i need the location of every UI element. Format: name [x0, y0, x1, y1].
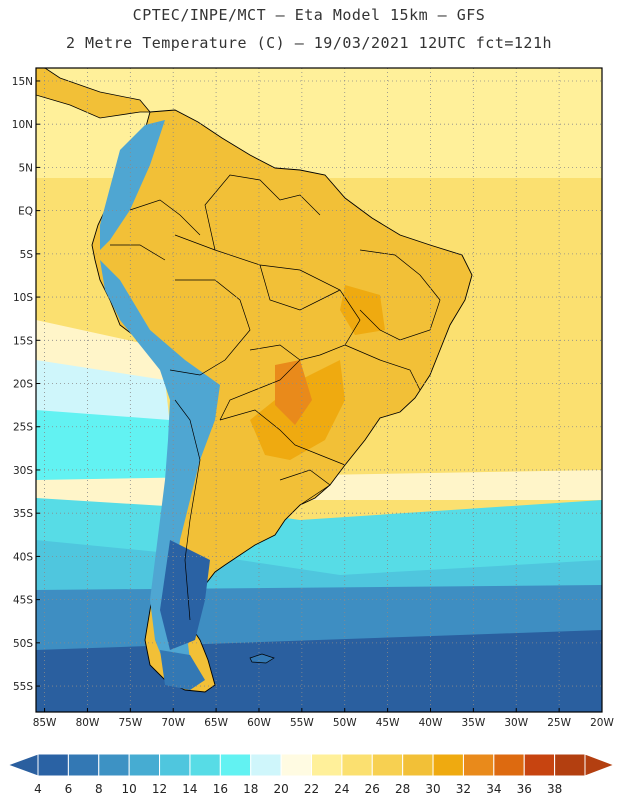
border-brazil-states-se — [344, 344, 421, 391]
border-uruguay — [279, 469, 331, 506]
colorbar-label: 34 — [486, 782, 501, 796]
lat-tick-label: 5N — [18, 162, 33, 174]
colorbar-label: 30 — [425, 782, 440, 796]
map-title-line2: 2 Metre Temperature (C) – 19/03/2021 12U… — [65, 34, 553, 52]
colorbar-label: 8 — [95, 782, 103, 796]
colorbar-label: 16 — [213, 782, 228, 796]
colorbar-swatch — [37, 753, 69, 777]
lat-tick-label: 5S — [20, 249, 34, 261]
colorbar-label: 32 — [456, 782, 471, 796]
lat-tick-label: 20S — [13, 379, 33, 391]
lon-tick-label: 45W — [376, 717, 400, 729]
lon-tick-label: 85W — [33, 717, 57, 729]
colorbar-swatch — [250, 753, 282, 777]
lon-tick-label: 35W — [461, 717, 485, 729]
lon-tick-label: 60W — [247, 717, 271, 729]
colorbar-swatch — [219, 753, 252, 777]
lat-tick-label: 30S — [13, 465, 33, 477]
colorbar-label: 36 — [517, 782, 532, 796]
colorbar-left-arrow — [6, 753, 39, 777]
colorbar-label: 12 — [152, 782, 167, 796]
colorbar-swatch — [128, 753, 161, 777]
colorbar-swatch — [280, 753, 313, 777]
lon-tick-label: 40W — [419, 717, 443, 729]
lon-tick-label: 65W — [204, 717, 228, 729]
colorbar-swatch — [341, 753, 373, 777]
lon-tick-label: 50W — [333, 717, 357, 729]
lon-tick-label: 80W — [76, 717, 100, 729]
colorbar-swatch — [189, 753, 221, 777]
border-peru-bolivia — [169, 279, 251, 376]
country-borders — [110, 174, 441, 621]
colorbar-swatch — [462, 753, 495, 777]
colorbar-label: 38 — [547, 782, 562, 796]
colorbar-swatch — [493, 753, 525, 777]
lat-tick-label: 15S — [13, 335, 33, 347]
border-brazil-states-mt — [249, 344, 301, 361]
colorbar-label: 28 — [395, 782, 410, 796]
border-brazil-states-central — [259, 264, 341, 311]
colorbar-label: 6 — [65, 782, 73, 796]
lon-tick-label: 70W — [161, 717, 185, 729]
pacific-cyan-band — [36, 410, 170, 500]
falkland-islands — [249, 653, 275, 664]
colorbar-label: 10 — [122, 782, 137, 796]
colorbar-label: 18 — [243, 782, 258, 796]
border-chile-argentina — [174, 399, 201, 621]
longitude-labels: 85W 80W 75W 70W 65W 60W 55W 50W 45W 40W 35W 30W 25W 2… — [33, 708, 614, 729]
colorbar-swatch — [554, 753, 586, 777]
andes-north-cold — [100, 120, 165, 250]
hot-core-central-brazil — [340, 285, 385, 335]
central-america-land — [36, 68, 151, 119]
tierra-del-fuego — [160, 650, 205, 690]
colorbar-swatch — [67, 753, 100, 777]
border-ecuador-peru — [110, 244, 166, 261]
colorbar-label: 22 — [304, 782, 319, 796]
lat-tick-label: 40S — [13, 551, 33, 563]
lat-tick-label: 10N — [12, 119, 33, 131]
border-brazil-states-ne — [359, 249, 441, 341]
temperature-field — [36, 68, 602, 712]
border-paraguay-argentina — [219, 409, 346, 466]
colorbar-swatch — [371, 753, 404, 777]
map-title-line1: CPTEC/INPE/MCT – Eta Model 15km – GFS — [132, 6, 486, 24]
latitude-labels: 15N 10N 5N EQ 5S 10S 15S 20S 25S 30S 35S 40S 45S 50S 5… — [12, 76, 40, 693]
patagonia-cold-zone — [160, 540, 210, 650]
colorbar-swatch — [523, 753, 556, 777]
andes-south-cold — [100, 260, 220, 665]
colorbar: 4 6 8 10 12 14 16 18 20 22 24 26 28 30 32 34 36 38 — [6, 753, 616, 796]
lon-tick-label: 55W — [290, 717, 314, 729]
lat-tick-label: 25S — [13, 422, 33, 434]
colorbar-label: 20 — [273, 782, 288, 796]
lat-tick-label: 55S — [13, 681, 33, 693]
lon-tick-label: 20W — [590, 717, 614, 729]
colorbar-label: 14 — [182, 782, 197, 796]
colorbar-swatch — [432, 753, 464, 777]
colorbar-label: 26 — [365, 782, 380, 796]
border-bolivia-south — [219, 359, 301, 421]
lon-tick-label: 30W — [504, 717, 528, 729]
colorbar-label: 24 — [334, 782, 349, 796]
border-colombia-peru — [129, 199, 201, 236]
lon-tick-label: 75W — [118, 717, 142, 729]
colorbar-swatch — [159, 753, 191, 777]
lat-tick-label: 50S — [13, 638, 33, 650]
lat-tick-label: 35S — [13, 508, 33, 520]
colorbar-swatch — [402, 753, 434, 777]
lon-tick-label: 25W — [547, 717, 571, 729]
pacific-mild-band — [36, 320, 170, 380]
colorbar-label: 4 — [34, 782, 42, 796]
colorbar-right-arrow — [584, 753, 616, 777]
lat-tick-label: 15N — [12, 76, 33, 88]
map-figure: 15N 10N 5N EQ 5S 10S 15S 20S 25S 30S 35S 40S 45S 50S 5… — [6, 67, 616, 796]
lat-tick-label: EQ — [18, 206, 33, 218]
border-venezuela-guianas — [204, 174, 321, 251]
lat-tick-label: 10S — [13, 292, 33, 304]
hottest-core — [275, 360, 312, 425]
colorbar-swatch — [311, 753, 343, 777]
lat-tick-label: 45S — [13, 595, 33, 607]
map-frame — [35, 67, 603, 713]
colorbar-swatch — [98, 753, 130, 777]
